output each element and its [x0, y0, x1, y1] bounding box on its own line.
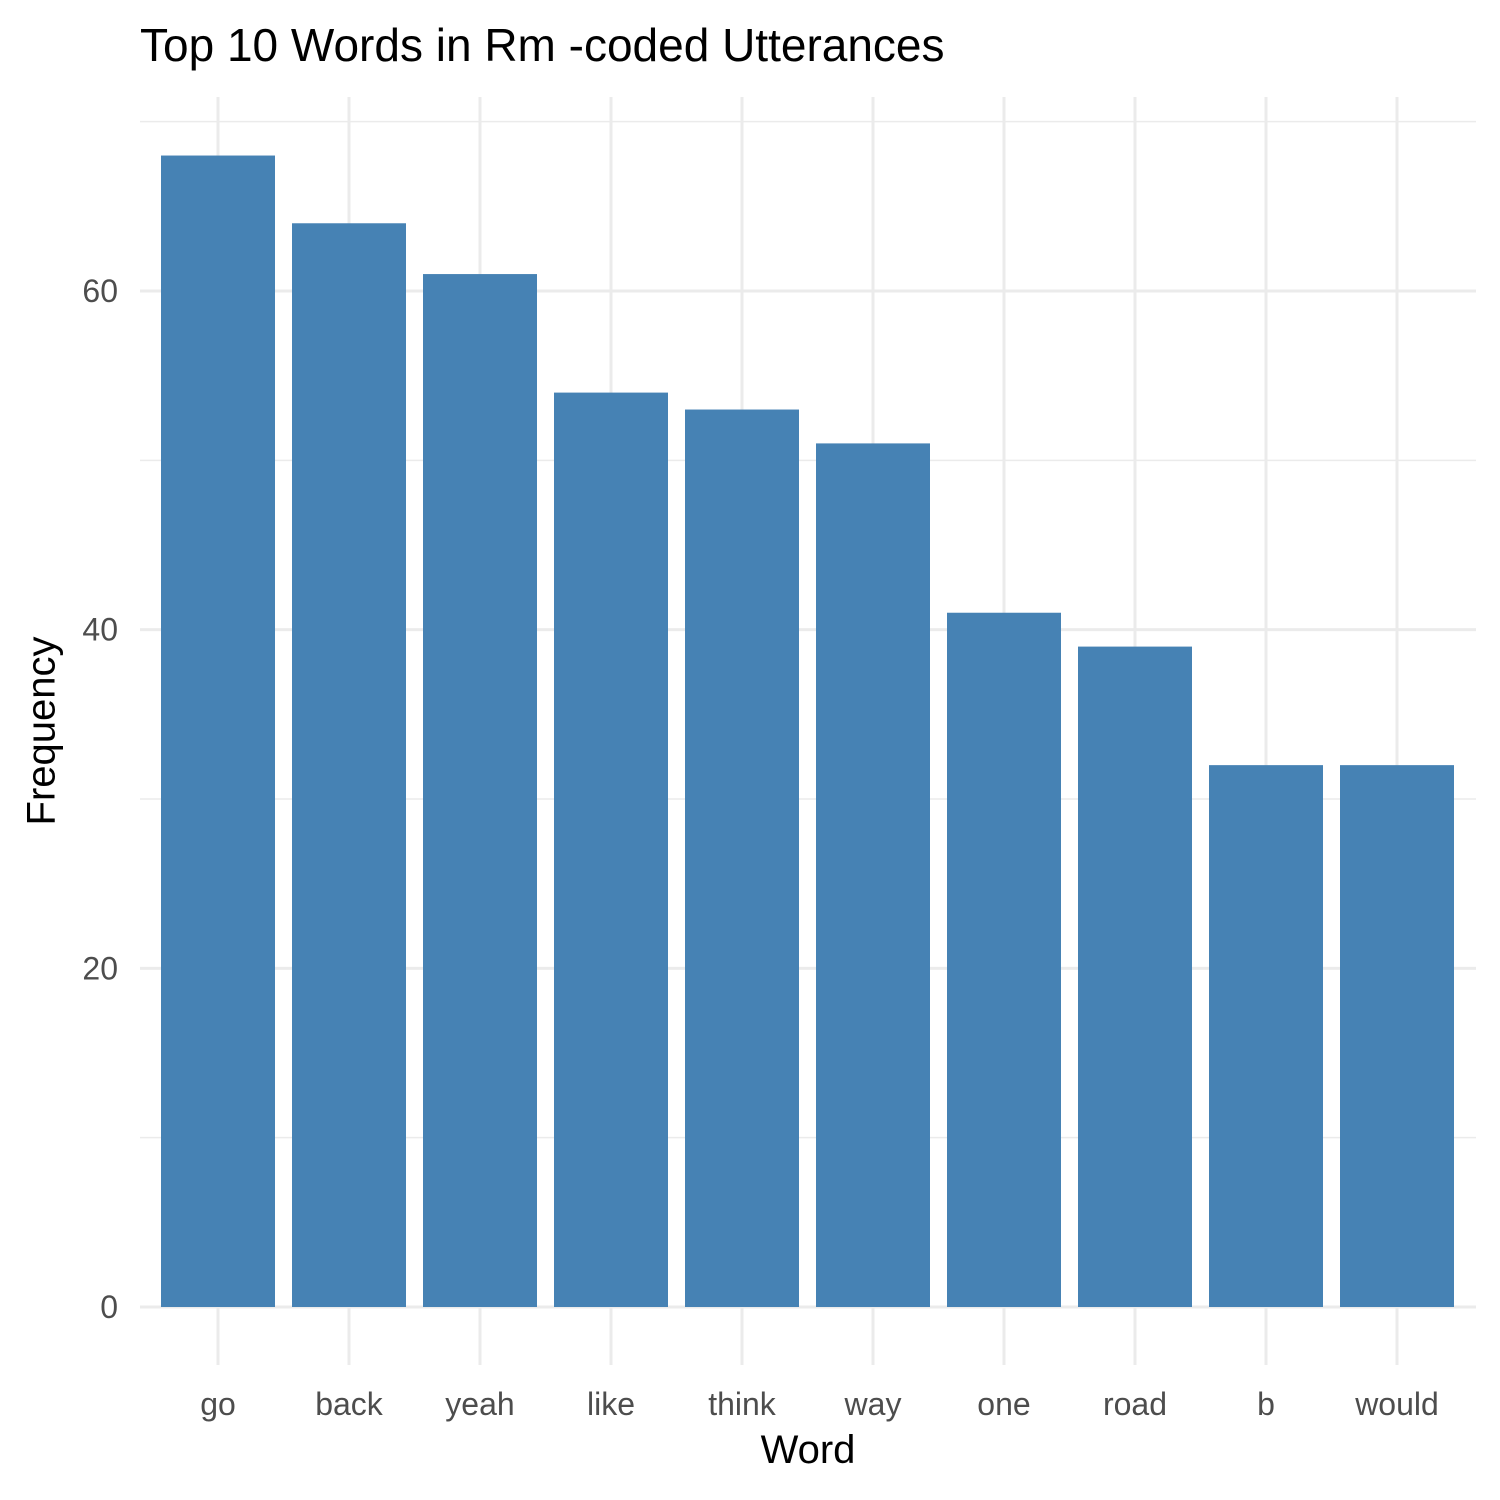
y-tick-label: 40	[82, 612, 118, 648]
bar-go[interactable]	[161, 155, 275, 1308]
bar-one[interactable]	[947, 612, 1061, 1307]
bar-road[interactable]	[1078, 646, 1192, 1307]
x-tick-label: b	[1257, 1386, 1275, 1422]
x-tick-label: road	[1103, 1386, 1167, 1422]
x-tick-label: yeah	[445, 1386, 514, 1422]
y-tick-label: 20	[82, 950, 118, 986]
bar-yeah[interactable]	[423, 274, 537, 1308]
x-tick-label: think	[708, 1386, 777, 1422]
x-tick-label: back	[315, 1386, 384, 1422]
x-tick-label: one	[977, 1386, 1030, 1422]
bar-way[interactable]	[816, 443, 930, 1307]
x-tick-label: would	[1354, 1386, 1439, 1422]
x-tick-label: way	[844, 1386, 902, 1422]
y-axis-title: Frequency	[19, 636, 64, 826]
chart-title: Top 10 Words in Rm -coded Utterances	[140, 19, 945, 71]
bar-think[interactable]	[685, 409, 799, 1307]
x-tick-label: go	[200, 1386, 236, 1422]
bar-b[interactable]	[1209, 765, 1323, 1307]
bar-like[interactable]	[554, 392, 668, 1308]
y-tick-label: 60	[82, 273, 118, 309]
x-axis-title: Word	[760, 1428, 856, 1472]
x-tick-label: like	[587, 1386, 635, 1422]
bar-would[interactable]	[1340, 765, 1454, 1307]
bar-back[interactable]	[292, 223, 406, 1308]
y-tick-label: 0	[100, 1289, 118, 1325]
